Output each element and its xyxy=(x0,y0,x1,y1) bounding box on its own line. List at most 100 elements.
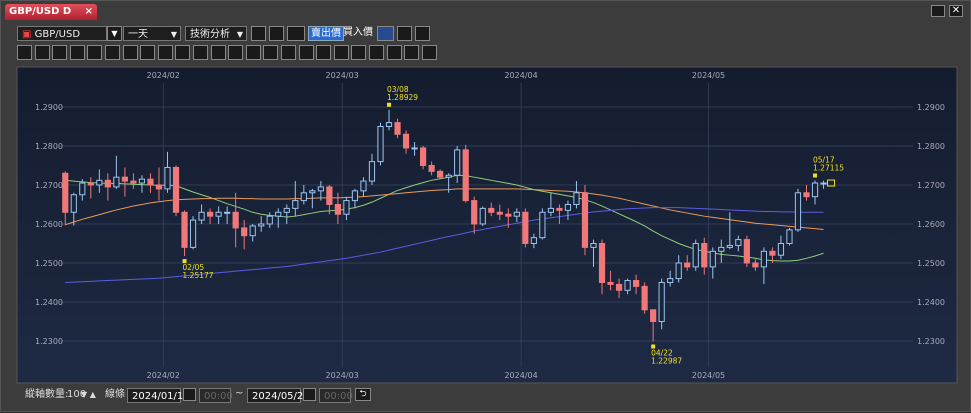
chart-type-button[interactable] xyxy=(287,26,305,41)
candle-body xyxy=(62,172,69,213)
draw-tool-button[interactable] xyxy=(369,45,384,60)
candle-body xyxy=(121,176,129,182)
candle-body xyxy=(241,227,248,237)
candle-body xyxy=(769,250,776,256)
tab[interactable]: GBP/USD D × xyxy=(5,4,97,20)
candle-body xyxy=(709,250,716,268)
tab-close[interactable]: × xyxy=(84,6,93,17)
candle-body xyxy=(513,211,520,217)
draw-tool-button[interactable] xyxy=(122,45,138,60)
draw-tool-button[interactable] xyxy=(210,45,226,60)
analysis: 技術分析 xyxy=(190,29,230,40)
last-price-box xyxy=(827,179,836,187)
start-date-text: 2024/01/16 xyxy=(132,391,190,402)
candle-body xyxy=(292,200,299,209)
draw-tool-button[interactable] xyxy=(298,45,314,60)
candle-body xyxy=(411,147,418,150)
draw-tool-button[interactable] xyxy=(404,45,420,60)
y-tick-label: 1.2400 xyxy=(35,298,63,307)
candle-body xyxy=(155,184,163,190)
end-date[interactable]: 2024/05/20 xyxy=(247,388,310,403)
candle-body xyxy=(130,180,137,184)
candle-body xyxy=(224,211,231,214)
draw-tool-button[interactable] xyxy=(351,45,367,60)
annotation-price: 1.27115 xyxy=(813,164,844,173)
draw-tool-button[interactable] xyxy=(281,45,296,60)
close-button[interactable]: ✕ xyxy=(949,5,963,17)
zoom-in-button[interactable] xyxy=(397,26,412,41)
candle-body xyxy=(692,242,699,268)
candle-body xyxy=(752,262,759,268)
annotation-marker xyxy=(182,259,187,264)
lines-label: 線條 xyxy=(105,389,125,400)
candle-body xyxy=(147,178,154,186)
draw-tool-button[interactable] xyxy=(52,45,68,60)
candle-body xyxy=(343,200,350,215)
candle-body xyxy=(275,211,282,217)
draw-tool-button[interactable] xyxy=(386,45,402,60)
draw-tool-button[interactable] xyxy=(34,45,50,60)
x-tick-label-top: 2024/05 xyxy=(692,71,725,80)
end-calendar[interactable] xyxy=(303,388,316,401)
y-tick-label: 1.2600 xyxy=(35,220,63,229)
buy: 買入價 xyxy=(343,27,373,38)
period: 一天 xyxy=(128,29,148,40)
axis-count-label: 縱軸數量: xyxy=(25,389,69,400)
info-button[interactable] xyxy=(269,26,284,41)
tool-button[interactable] xyxy=(251,26,266,41)
x-tick-label-bottom: 2024/04 xyxy=(504,371,537,380)
candle-body xyxy=(488,207,495,213)
candle-body xyxy=(232,211,239,229)
symbol-dropdown[interactable]: ▼ xyxy=(107,26,122,41)
end-date-text: 2024/05/20 xyxy=(252,391,310,402)
candle-body xyxy=(172,166,180,213)
draw-tool-button[interactable] xyxy=(87,45,103,60)
draw-tool-button[interactable] xyxy=(333,45,349,60)
y-tick-label: 1.2500 xyxy=(35,259,63,268)
start-date[interactable]: 2024/01/16 xyxy=(127,388,190,403)
draw-tool-button[interactable] xyxy=(421,45,437,60)
draw-tool-button[interactable] xyxy=(17,45,32,60)
candle-body xyxy=(581,192,589,248)
candle-body xyxy=(615,283,623,291)
draw-tool-button[interactable] xyxy=(175,45,191,60)
indicator-button[interactable] xyxy=(377,26,394,41)
sell: 賣出價 xyxy=(311,28,341,39)
candle-body xyxy=(402,133,410,149)
y-tick-label: 1.2300 xyxy=(35,337,63,346)
draw-tool-button[interactable] xyxy=(228,45,244,60)
candle-body xyxy=(658,281,665,322)
y-tick-label-right: 1.2800 xyxy=(917,142,945,151)
draw-tool-button[interactable] xyxy=(316,45,332,60)
candle-body xyxy=(675,262,682,280)
draw-tool-button[interactable] xyxy=(263,45,279,60)
candle-body xyxy=(760,250,767,268)
draw-tool-button[interactable] xyxy=(193,45,208,60)
candle-body xyxy=(794,192,802,231)
draw-tool-button[interactable] xyxy=(69,45,85,60)
zoom-out-button[interactable] xyxy=(415,26,430,41)
start-calendar[interactable] xyxy=(183,388,196,401)
maximize-button[interactable] xyxy=(931,5,945,17)
draw-tool-button[interactable] xyxy=(140,45,156,60)
draw-tool-button[interactable] xyxy=(105,45,120,60)
draw-tool-button[interactable] xyxy=(157,45,173,60)
candle-body xyxy=(181,211,188,248)
candle-body xyxy=(207,211,214,217)
candle-body xyxy=(96,179,103,186)
apply-button[interactable]: ⮌ xyxy=(355,388,371,401)
draw-tool-button[interactable] xyxy=(245,45,261,60)
y-tick-label-right: 1.2900 xyxy=(917,103,945,112)
analysis-select[interactable]: 技術分析 ▼ xyxy=(185,26,247,41)
buy-button[interactable]: 買入價 xyxy=(343,26,373,40)
candle-body xyxy=(283,207,290,213)
start-time: 00:00 xyxy=(199,388,233,403)
candle-body xyxy=(377,125,384,163)
count-spinner[interactable]: ▼ ▲ xyxy=(81,390,96,399)
symbol-select[interactable]: ▣ GBP/USD xyxy=(17,26,107,41)
annotation-marker xyxy=(651,344,656,349)
period-select[interactable]: 一天 ▼ xyxy=(123,26,181,41)
sell-button[interactable]: 賣出價 xyxy=(308,26,344,41)
axis-count[interactable]: 100 xyxy=(67,389,87,400)
